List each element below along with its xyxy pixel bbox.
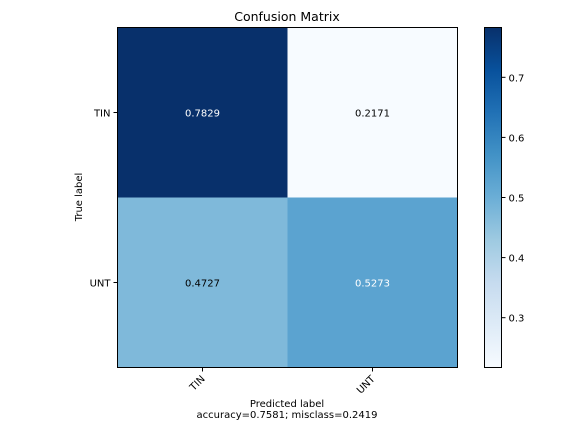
y-axis-label: True label (74, 173, 85, 223)
colorbar-tick-label: 0.3 (509, 314, 525, 325)
heatmap-cell-1-0 (117, 197, 288, 368)
x-axis-ticks: TIN UNT (187, 367, 378, 396)
cell-value-1-1: 0.5273 (355, 279, 390, 290)
cell-value-0-1: 0.2171 (355, 109, 390, 120)
heatmap-cell-1-1 (287, 197, 458, 368)
y-axis-ticks: TIN UNT (90, 109, 118, 290)
accuracy-subtitle: accuracy=0.7581; misclass=0.2419 (197, 410, 378, 421)
colorbar-tick-label: 0.6 (509, 133, 525, 144)
heatmap-cell-0-0 (117, 27, 288, 198)
colorbar-ticks: 0.3 0.4 0.5 0.6 0.7 (501, 73, 525, 325)
heatmap-cells: 0.7829 0.2171 0.4727 0.5273 (117, 27, 458, 368)
heatmap-cell-0-1 (287, 27, 458, 198)
y-tick-label: UNT (90, 279, 112, 290)
x-tick-label: TIN (187, 374, 207, 394)
cell-value-0-0: 0.7829 (185, 109, 220, 120)
colorbar-tick-label: 0.4 (509, 254, 525, 265)
colorbar-tick-label: 0.7 (509, 73, 525, 84)
x-tick-label: UNT (355, 373, 378, 396)
chart-title: Confusion Matrix (234, 9, 340, 24)
colorbar-tick-label: 0.5 (509, 194, 525, 205)
x-axis-label: Predicted label (250, 399, 324, 410)
y-tick-label: TIN (93, 109, 111, 120)
cell-value-1-0: 0.4727 (185, 279, 220, 290)
colorbar (484, 27, 502, 368)
plot-frame (117, 27, 458, 368)
